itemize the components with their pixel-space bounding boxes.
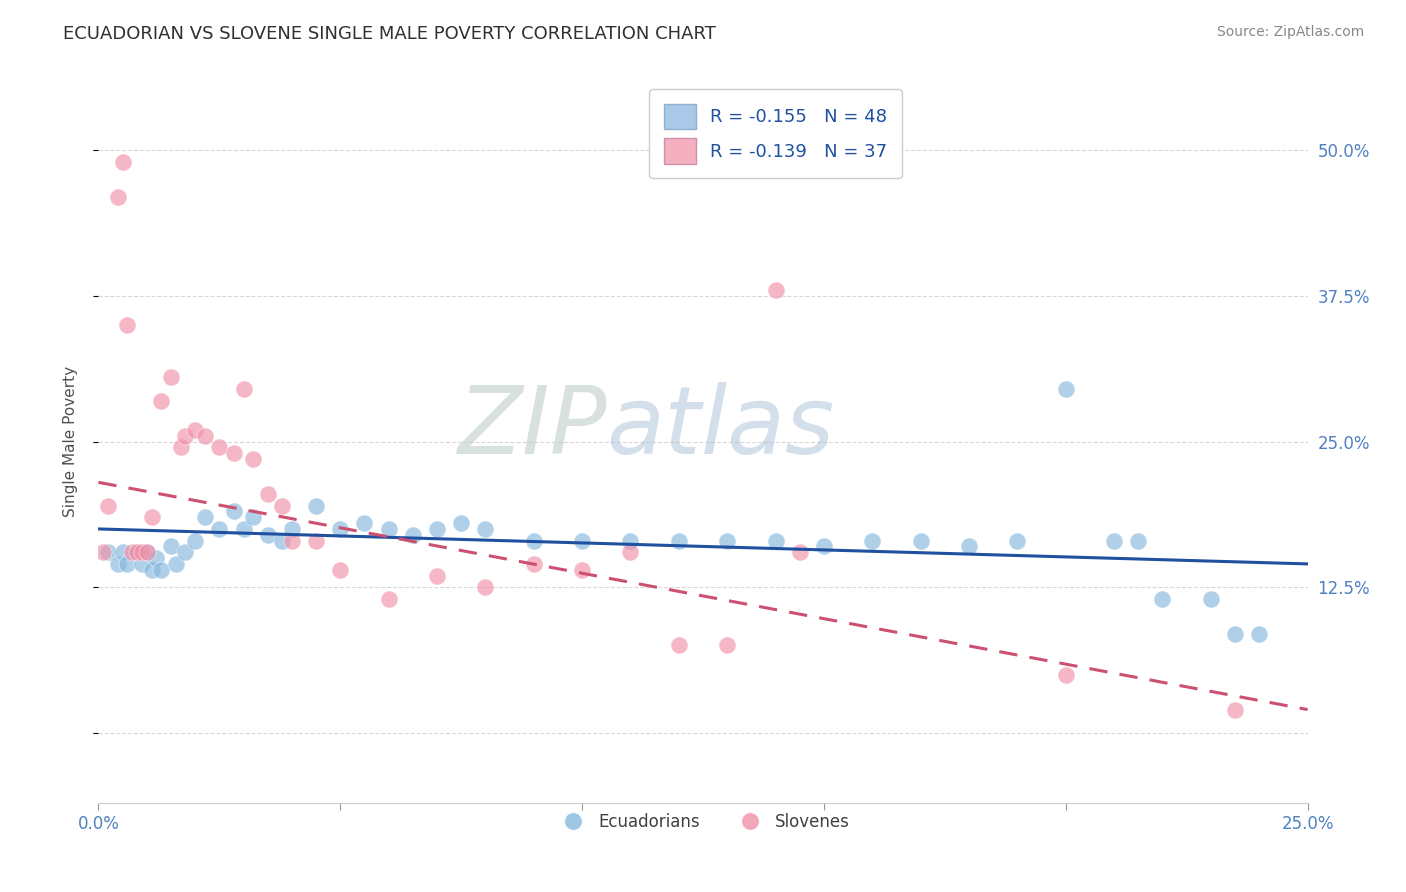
Point <box>242 452 264 467</box>
Y-axis label: Single Male Poverty: Single Male Poverty <box>63 366 77 517</box>
Point <box>305 499 328 513</box>
Point <box>194 428 217 442</box>
Point <box>353 516 375 530</box>
Point <box>135 545 157 559</box>
Point <box>402 528 425 542</box>
Point <box>150 393 173 408</box>
Point <box>160 370 183 384</box>
Point <box>281 533 304 548</box>
Point <box>194 510 217 524</box>
Point <box>1223 627 1246 641</box>
Point <box>523 557 546 571</box>
Point <box>426 568 449 582</box>
Point <box>271 533 294 548</box>
Point <box>111 154 134 169</box>
Point <box>232 522 254 536</box>
Point <box>426 522 449 536</box>
Point <box>131 545 153 559</box>
Point <box>450 516 472 530</box>
Point <box>127 545 149 559</box>
Point <box>145 551 167 566</box>
Point <box>232 382 254 396</box>
Text: Source: ZipAtlas.com: Source: ZipAtlas.com <box>1216 25 1364 39</box>
Point <box>957 540 980 554</box>
Point <box>668 533 690 548</box>
Point <box>165 557 187 571</box>
Point <box>135 545 157 559</box>
Point <box>127 545 149 559</box>
Point <box>281 522 304 536</box>
Point <box>184 533 207 548</box>
Point <box>256 528 278 542</box>
Point <box>117 318 139 332</box>
Point <box>174 428 197 442</box>
Point <box>184 423 207 437</box>
Point <box>789 545 811 559</box>
Point <box>619 545 641 559</box>
Point <box>242 510 264 524</box>
Point <box>377 522 399 536</box>
Point <box>141 510 163 524</box>
Point <box>141 563 163 577</box>
Point <box>813 540 835 554</box>
Point <box>716 533 738 548</box>
Text: ZIP: ZIP <box>457 382 606 473</box>
Point <box>222 446 245 460</box>
Point <box>1054 667 1077 681</box>
Point <box>910 533 932 548</box>
Point <box>150 563 173 577</box>
Point <box>222 504 245 518</box>
Legend: Ecuadorians, Slovenes: Ecuadorians, Slovenes <box>550 806 856 838</box>
Point <box>860 533 883 548</box>
Point <box>1102 533 1125 548</box>
Point <box>111 545 134 559</box>
Point <box>329 522 352 536</box>
Point <box>377 591 399 606</box>
Point <box>117 557 139 571</box>
Text: atlas: atlas <box>606 382 835 473</box>
Point <box>256 487 278 501</box>
Point <box>1054 382 1077 396</box>
Point <box>523 533 546 548</box>
Point <box>765 533 787 548</box>
Point <box>208 441 231 455</box>
Point <box>107 190 129 204</box>
Point <box>208 522 231 536</box>
Point <box>97 499 120 513</box>
Point <box>174 545 197 559</box>
Point <box>305 533 328 548</box>
Point <box>765 283 787 297</box>
Point <box>131 557 153 571</box>
Point <box>160 540 183 554</box>
Point <box>121 545 143 559</box>
Point <box>571 533 593 548</box>
Point <box>271 499 294 513</box>
Point <box>1249 627 1271 641</box>
Point <box>474 580 496 594</box>
Point <box>169 441 191 455</box>
Point <box>329 563 352 577</box>
Point <box>668 639 690 653</box>
Point <box>1223 702 1246 716</box>
Point <box>571 563 593 577</box>
Point <box>474 522 496 536</box>
Point <box>619 533 641 548</box>
Point <box>1128 533 1150 548</box>
Point <box>91 545 114 559</box>
Point <box>1152 591 1174 606</box>
Text: ECUADORIAN VS SLOVENE SINGLE MALE POVERTY CORRELATION CHART: ECUADORIAN VS SLOVENE SINGLE MALE POVERT… <box>63 25 716 43</box>
Point <box>1007 533 1029 548</box>
Point <box>1199 591 1222 606</box>
Point <box>107 557 129 571</box>
Point <box>97 545 120 559</box>
Point <box>716 639 738 653</box>
